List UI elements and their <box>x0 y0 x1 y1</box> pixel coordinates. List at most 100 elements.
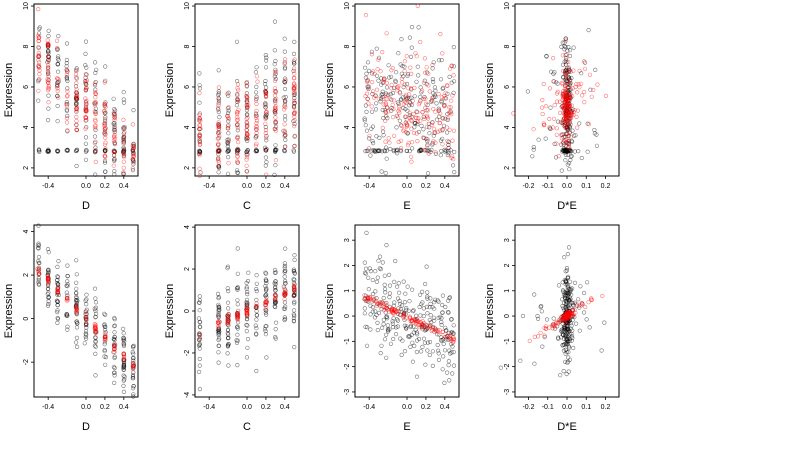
observed-point <box>264 55 269 60</box>
observed-point <box>254 331 259 336</box>
observed-point <box>363 271 369 276</box>
observed-point <box>564 371 569 377</box>
fitted-point <box>103 334 108 340</box>
observed-point <box>427 317 432 323</box>
fitted-point <box>407 92 412 97</box>
x-tick-label: 0.1 <box>581 404 591 411</box>
observed-point <box>439 148 444 154</box>
observed-point <box>216 136 221 141</box>
observed-point <box>282 66 288 71</box>
observed-point <box>449 317 454 322</box>
fitted-point <box>112 141 117 146</box>
fitted-point <box>292 75 297 81</box>
fitted-point <box>450 340 455 345</box>
fitted-point <box>130 122 135 127</box>
x-tick-label: 0.0 <box>402 183 412 190</box>
observed-point <box>130 374 136 379</box>
observed-point <box>407 96 412 101</box>
observed-point <box>419 302 424 307</box>
observed-point <box>405 73 410 78</box>
observed-point <box>112 323 117 328</box>
y-tick-label: 3 <box>504 238 511 242</box>
fitted-point <box>446 146 451 151</box>
fitted-point <box>244 79 249 85</box>
observed-point <box>197 387 202 392</box>
observed-point <box>414 313 419 318</box>
observed-point <box>226 306 231 311</box>
y-tick-label: 10 <box>504 2 511 10</box>
fitted-point <box>235 118 240 123</box>
observed-point <box>380 89 385 94</box>
observed-point <box>225 286 230 291</box>
observed-point <box>539 309 544 314</box>
fitted-point <box>46 59 51 64</box>
observed-point <box>55 264 60 270</box>
observed-point <box>283 137 288 142</box>
fitted-point <box>381 305 386 310</box>
observed-point <box>543 136 548 141</box>
observed-point <box>538 304 543 310</box>
y-tick-label: -1 <box>344 338 351 344</box>
data-points <box>36 7 136 177</box>
observed-point <box>234 325 240 330</box>
observed-point <box>419 349 424 354</box>
observed-point <box>197 86 203 91</box>
observed-point <box>103 362 108 367</box>
observed-point <box>443 304 448 310</box>
observed-point <box>226 119 231 124</box>
fitted-point <box>402 59 408 64</box>
observed-point <box>425 296 430 301</box>
fitted-point <box>390 66 395 71</box>
fitted-point <box>409 159 414 164</box>
observed-point <box>445 117 450 122</box>
observed-point <box>441 341 446 347</box>
fitted-point <box>563 125 568 130</box>
fitted-point <box>420 88 425 93</box>
fitted-point <box>589 297 594 302</box>
observed-point <box>436 357 442 363</box>
fitted-point <box>55 291 60 296</box>
fitted-point <box>263 103 268 108</box>
observed-point <box>451 363 457 368</box>
observed-point <box>36 254 42 260</box>
observed-point <box>46 250 51 255</box>
observed-point <box>282 317 287 323</box>
fitted-point <box>254 101 259 107</box>
fitted-point <box>84 321 89 326</box>
observed-point <box>216 313 221 318</box>
observed-point <box>435 298 440 303</box>
fitted-point <box>84 79 89 84</box>
fitted-point <box>376 301 381 306</box>
observed-point <box>562 326 567 331</box>
observed-point <box>37 148 42 153</box>
observed-point <box>84 148 89 153</box>
fitted-point <box>226 161 231 166</box>
data-points <box>196 19 298 178</box>
fitted-point <box>451 128 457 133</box>
x-tick-label: -0.2 <box>522 404 534 411</box>
observed-point <box>65 86 70 91</box>
observed-point <box>282 270 287 275</box>
observed-point <box>36 98 41 103</box>
observed-point <box>404 307 409 313</box>
observed-point <box>410 309 416 314</box>
fitted-point <box>573 310 578 315</box>
observed-point <box>384 332 389 337</box>
observed-point <box>439 320 444 325</box>
observed-point <box>121 343 126 349</box>
observed-point <box>272 74 277 79</box>
observed-point <box>397 290 402 295</box>
observed-point <box>439 57 444 63</box>
fitted-point <box>381 102 386 107</box>
y-axis-title: Expression <box>324 284 336 338</box>
fitted-point <box>591 87 596 93</box>
fitted-point <box>414 131 419 136</box>
y-axis-title: Expression <box>164 63 176 117</box>
observed-point <box>36 280 41 285</box>
fitted-point <box>273 105 278 110</box>
y-tick-label: 6 <box>23 85 30 89</box>
fitted-point <box>578 81 584 86</box>
observed-point <box>381 133 386 138</box>
fitted-point <box>103 146 108 151</box>
fitted-point <box>383 109 389 115</box>
